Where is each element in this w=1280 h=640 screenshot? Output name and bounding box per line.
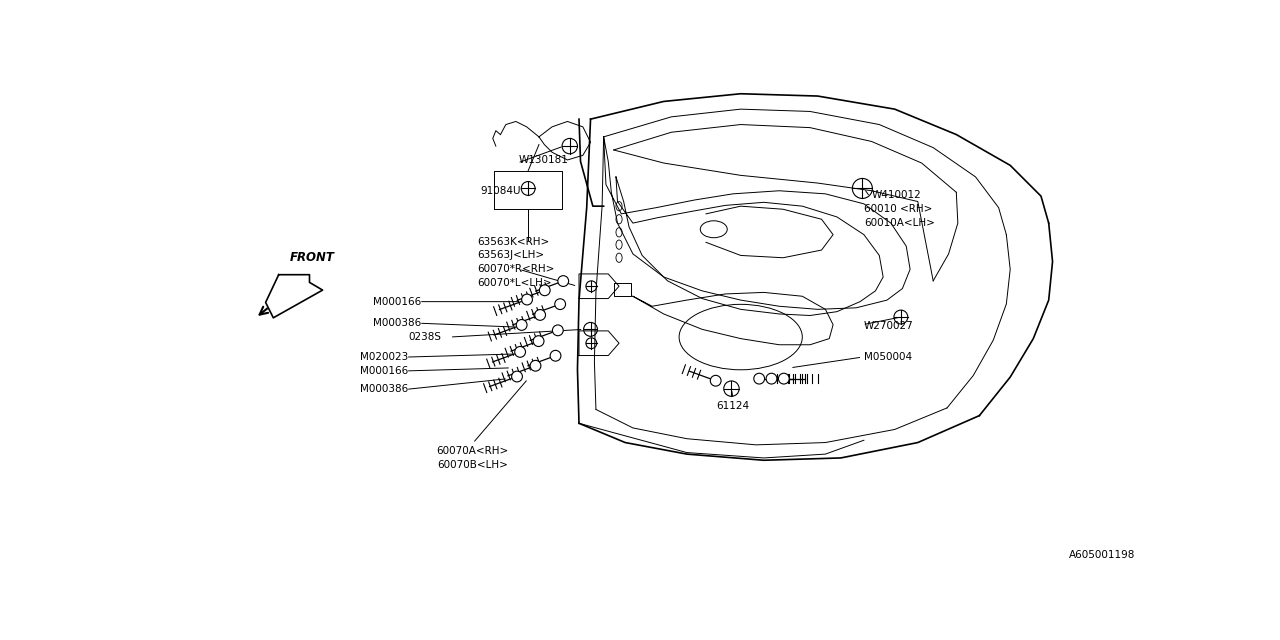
Polygon shape — [266, 275, 323, 318]
Text: 61124: 61124 — [717, 401, 750, 412]
Text: M000386: M000386 — [360, 385, 408, 394]
Circle shape — [550, 350, 561, 361]
Text: 60070A<RH>: 60070A<RH> — [436, 446, 509, 456]
Circle shape — [539, 285, 550, 296]
Circle shape — [516, 319, 527, 330]
Text: M050004: M050004 — [864, 352, 913, 362]
Text: 60070*R<RH>: 60070*R<RH> — [477, 264, 554, 275]
Circle shape — [534, 336, 544, 346]
Text: 0238S: 0238S — [408, 332, 442, 342]
Circle shape — [515, 346, 526, 357]
Circle shape — [558, 276, 568, 287]
Circle shape — [522, 294, 532, 305]
Text: 60070B<LH>: 60070B<LH> — [438, 460, 508, 470]
Text: M020023: M020023 — [360, 352, 408, 362]
Text: A605001198: A605001198 — [1069, 550, 1135, 561]
Circle shape — [710, 375, 721, 386]
Text: 60010 <RH>: 60010 <RH> — [864, 204, 932, 214]
Circle shape — [778, 373, 790, 384]
Text: M000166: M000166 — [372, 296, 421, 307]
Text: W130181: W130181 — [518, 155, 568, 165]
Text: FRONT: FRONT — [289, 251, 334, 264]
Text: W410012: W410012 — [872, 190, 922, 200]
Circle shape — [530, 360, 541, 371]
Circle shape — [553, 325, 563, 336]
Text: 63563K<RH>: 63563K<RH> — [477, 237, 549, 246]
Text: W270027: W270027 — [864, 321, 914, 332]
Circle shape — [535, 310, 545, 321]
Text: 60070*L<LH>: 60070*L<LH> — [477, 278, 552, 288]
Circle shape — [754, 373, 764, 384]
Text: 91084U: 91084U — [480, 186, 521, 196]
Circle shape — [554, 299, 566, 310]
Text: 63563J<LH>: 63563J<LH> — [477, 250, 544, 260]
Text: M000166: M000166 — [360, 366, 408, 376]
Text: 60010A<LH>: 60010A<LH> — [864, 218, 934, 228]
Circle shape — [767, 373, 777, 384]
Text: M000386: M000386 — [372, 318, 421, 328]
Circle shape — [512, 371, 522, 382]
